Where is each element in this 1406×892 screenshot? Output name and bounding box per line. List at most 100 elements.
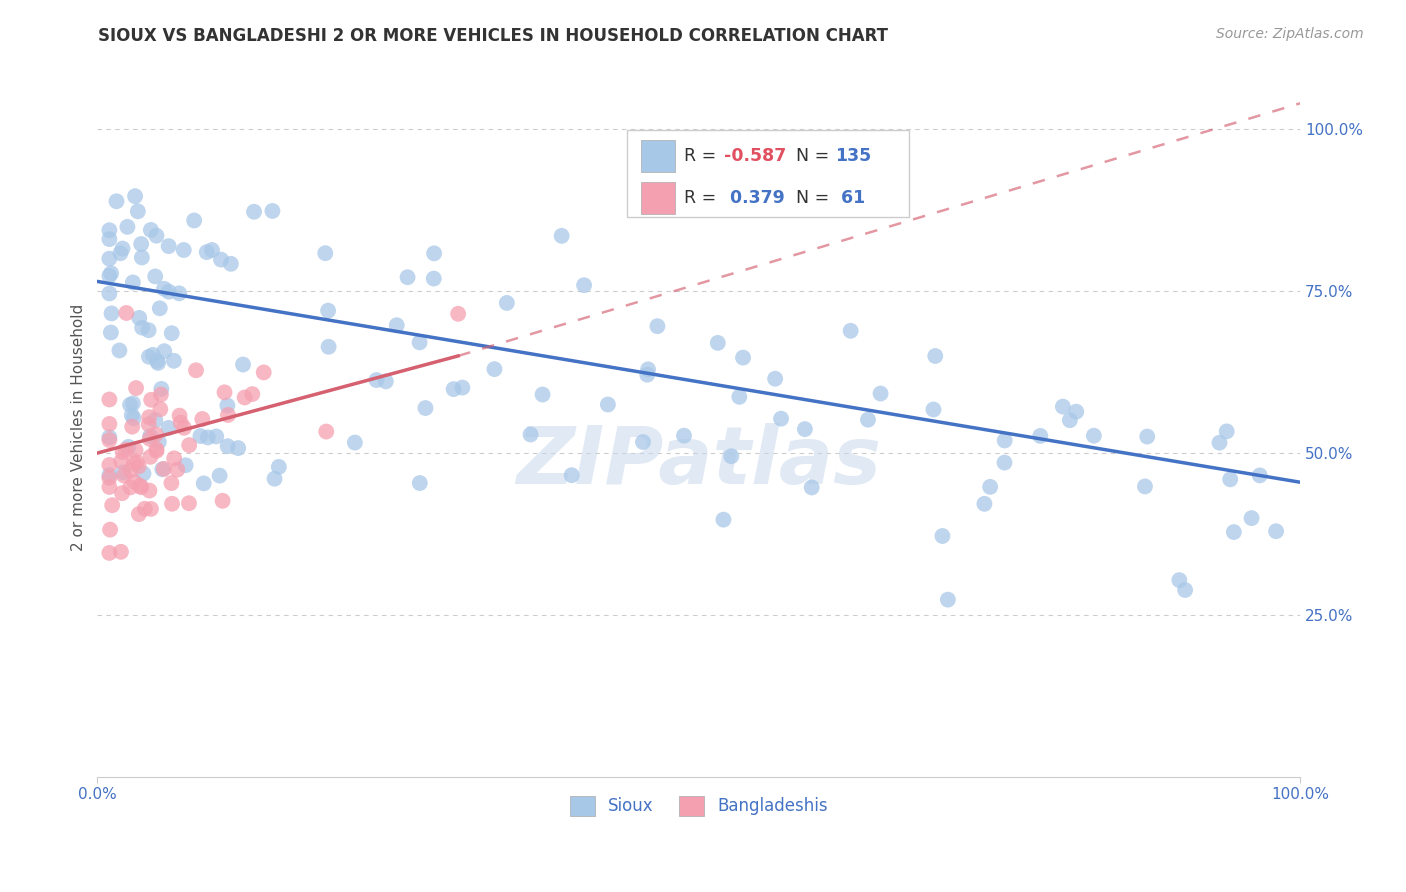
Point [128, 310, 150, 325]
Point [197, 430, 219, 444]
Point [160, 476, 183, 491]
Point [205, 429, 228, 443]
Point [243, 204, 266, 219]
Point [146, 356, 169, 370]
Point [315, 425, 337, 439]
Point [572, 278, 595, 293]
Point [408, 335, 430, 350]
Point [214, 385, 236, 400]
Point [396, 270, 419, 285]
Point [869, 386, 891, 401]
FancyBboxPatch shape [641, 140, 675, 172]
Text: -0.587: -0.587 [724, 147, 786, 165]
Point [314, 246, 336, 260]
Point [217, 399, 239, 413]
Point [115, 306, 138, 320]
Point [343, 435, 366, 450]
Point [800, 480, 823, 494]
Point [124, 189, 146, 203]
Point [117, 440, 139, 454]
Point [451, 381, 474, 395]
Point [153, 344, 176, 359]
Point [1064, 405, 1087, 419]
Point [636, 368, 658, 382]
Point [101, 498, 124, 512]
Point [219, 257, 242, 271]
Point [167, 286, 190, 301]
Point [98, 286, 121, 301]
Point [415, 401, 437, 415]
Point [263, 472, 285, 486]
Point [423, 271, 446, 285]
Point [973, 497, 995, 511]
Point [98, 433, 121, 447]
Point [121, 419, 143, 434]
Point [561, 468, 583, 483]
Point [728, 390, 751, 404]
Point [217, 439, 239, 453]
Text: 0.379: 0.379 [724, 189, 785, 207]
Point [98, 417, 121, 431]
Point [217, 408, 239, 422]
Point [120, 463, 142, 477]
Point [120, 480, 142, 494]
Point [124, 443, 146, 458]
Point [190, 429, 212, 443]
Point [856, 412, 879, 426]
Point [484, 362, 506, 376]
Point [112, 468, 135, 483]
Point [117, 219, 139, 234]
Point [1133, 479, 1156, 493]
Point [922, 402, 945, 417]
Point [111, 445, 134, 459]
Point [149, 402, 172, 417]
Point [839, 324, 862, 338]
Point [138, 410, 160, 425]
Point [1168, 573, 1191, 587]
Point [1215, 425, 1237, 439]
Point [114, 442, 136, 457]
Point [1219, 472, 1241, 486]
Point [149, 301, 172, 316]
Point [201, 243, 224, 257]
Point [129, 237, 152, 252]
Point [769, 411, 792, 425]
Point [98, 471, 121, 485]
Point [138, 323, 160, 337]
Point [160, 497, 183, 511]
Point [98, 480, 121, 494]
Point [1249, 468, 1271, 483]
Point [177, 496, 200, 510]
Point [157, 421, 180, 435]
Text: ZIPatlas: ZIPatlas [516, 423, 882, 501]
Point [1223, 524, 1246, 539]
Point [184, 363, 207, 377]
Point [443, 382, 465, 396]
Point [447, 307, 470, 321]
Point [131, 320, 153, 334]
Point [153, 282, 176, 296]
Point [134, 501, 156, 516]
Point [146, 354, 169, 368]
Point [127, 204, 149, 219]
Point [173, 421, 195, 435]
Point [125, 381, 148, 395]
Point [163, 451, 186, 466]
Point [232, 358, 254, 372]
Point [145, 443, 167, 458]
Point [122, 276, 145, 290]
Y-axis label: 2 or more Vehicles in Household: 2 or more Vehicles in Household [72, 303, 86, 550]
Text: N =: N = [796, 189, 835, 207]
Point [924, 349, 946, 363]
Point [142, 348, 165, 362]
Point [631, 435, 654, 450]
Point [141, 392, 163, 407]
Text: N =: N = [796, 147, 835, 165]
Point [157, 285, 180, 299]
Point [267, 459, 290, 474]
Point [994, 434, 1017, 448]
Point [128, 459, 150, 474]
Point [763, 372, 786, 386]
Point [122, 411, 145, 425]
Point [931, 529, 953, 543]
